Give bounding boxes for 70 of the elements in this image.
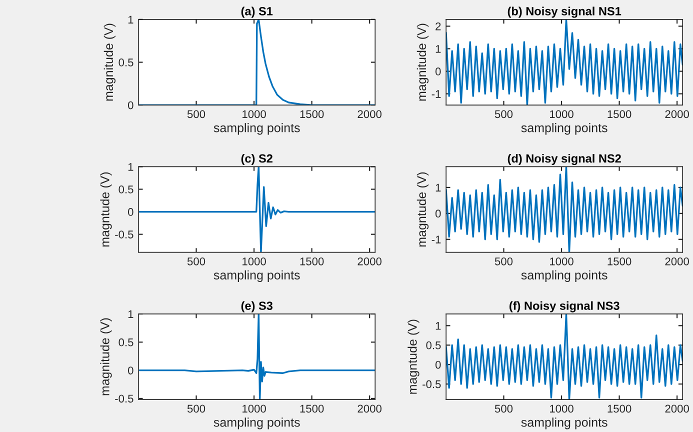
x-tick-label: 1500	[608, 404, 632, 413]
x-axis-title: sampling points	[521, 270, 608, 282]
y-tick-label: 0.5	[118, 186, 134, 194]
chart-title: (d) Noisy signal NS2	[508, 154, 621, 166]
x-axis-title: sampling points	[214, 418, 300, 430]
x-tick-label: 2000	[358, 404, 382, 413]
line-series	[138, 314, 376, 400]
y-tick-label: 0.5	[118, 338, 134, 346]
y-tick-label: 0	[128, 366, 134, 374]
y-tick-label: 0	[435, 68, 441, 76]
y-tick-label: 0	[435, 210, 441, 218]
y-tick-label: 1	[436, 184, 441, 192]
y-tick-label: -1	[432, 90, 441, 98]
x-tick-label: 1500	[608, 257, 632, 266]
y-axis-title: magntude (V)	[408, 320, 420, 394]
chart-title: (a) S1	[241, 6, 273, 18]
y-tick-label: 0.5	[118, 58, 134, 66]
y-axis-title: magnitude (V)	[100, 318, 112, 396]
x-tick-label: 2000	[665, 110, 689, 118]
x-tick-label: 1000	[242, 257, 266, 266]
y-tick-label: -0.5	[115, 394, 134, 403]
y-tick-label: 1	[128, 16, 134, 24]
x-tick-label: 500	[187, 257, 206, 266]
line-series	[138, 19, 376, 106]
y-tick-label: 1	[436, 322, 441, 330]
chart-title: (c) S2	[241, 154, 272, 165]
x-tick-label: 2000	[358, 110, 382, 118]
line-series	[446, 166, 683, 252]
y-tick-label: 1	[436, 45, 441, 53]
x-tick-label: 1500	[608, 110, 632, 118]
x-axis-title: sampling points	[521, 418, 608, 430]
y-tick-label: -1	[432, 236, 441, 244]
x-tick-label: 2000	[665, 257, 689, 266]
chart-title: (b) Noisy signal NS1	[508, 6, 622, 18]
y-tick-label: 1	[128, 310, 134, 318]
y-tick-label: 0.5	[426, 341, 441, 350]
chart-title: (f) Noisy signal NS3	[510, 301, 620, 312]
y-tick-label: 0	[435, 360, 441, 369]
chart-title: (e) S3	[241, 301, 273, 312]
x-tick-label: 500	[494, 110, 513, 118]
x-axis-title: sampling points	[214, 270, 300, 282]
x-tick-label: 1000	[550, 110, 574, 118]
y-tick-label: 0	[128, 101, 134, 110]
x-tick-label: 500	[187, 110, 206, 118]
x-tick-label: 1500	[300, 110, 324, 118]
x-tick-label: 2000	[358, 257, 382, 266]
y-axis-title: magnitude (V)	[416, 24, 429, 101]
x-tick-label: 500	[494, 404, 513, 413]
y-axis-title: magntude (V)	[416, 172, 429, 247]
x-tick-label: 1500	[300, 404, 324, 413]
y-axis-title: magnitude (V)	[104, 24, 116, 101]
y-tick-label: -0.5	[422, 380, 441, 388]
y-tick-label: 0	[128, 208, 134, 216]
x-axis-title: sampling points	[214, 123, 300, 135]
x-tick-label: 1500	[300, 257, 324, 266]
y-tick-label: 1	[128, 163, 134, 171]
x-tick-label: 1000	[242, 404, 266, 413]
x-axis-title: sampling points	[521, 123, 608, 135]
x-tick-label: 500	[494, 257, 513, 266]
x-tick-label: 2000	[665, 404, 689, 413]
x-tick-label: 1000	[242, 110, 266, 118]
x-tick-label: 500	[187, 404, 206, 413]
y-axis-title: magntude (V)	[100, 172, 112, 247]
line-series	[138, 166, 376, 252]
y-tick-label: 2	[436, 22, 441, 30]
y-tick-label: -0.5	[115, 230, 134, 238]
x-tick-label: 1000	[550, 404, 574, 413]
line-series	[446, 314, 683, 400]
x-tick-label: 1000	[550, 257, 574, 266]
line-series	[446, 19, 683, 106]
